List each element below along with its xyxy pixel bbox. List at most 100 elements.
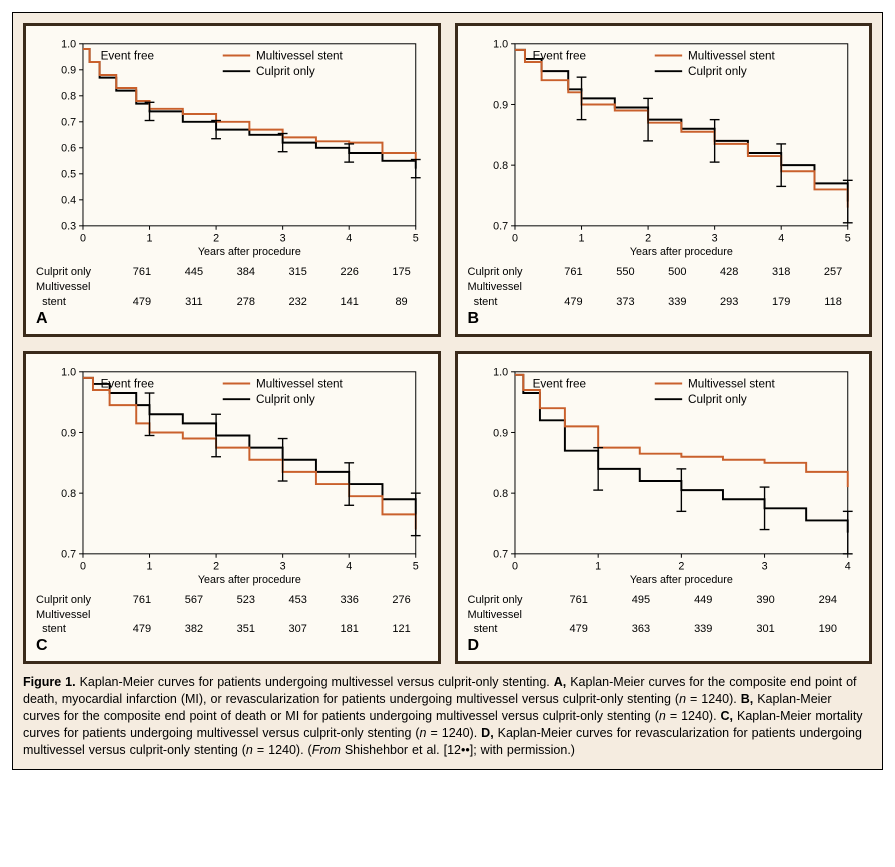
- xtick-label: 4: [778, 232, 784, 244]
- panel-grid: 0.30.40.50.60.70.80.91.0012345Years afte…: [23, 23, 872, 664]
- risk-cell: 373: [599, 295, 651, 310]
- risk-cell-empty: [220, 280, 272, 295]
- risk-row-multi-1: Multivessel: [468, 608, 860, 623]
- ytick-label: 1.0: [61, 39, 76, 51]
- risk-cell-empty: [548, 608, 610, 623]
- risk-cell: 141: [324, 295, 376, 310]
- ytick-label: 0.9: [61, 427, 76, 439]
- event-free-label: Event free: [101, 49, 155, 62]
- ytick-label: 0.8: [493, 488, 508, 500]
- panel-letter-A: A: [36, 310, 48, 328]
- risk-cell: 479: [116, 295, 168, 310]
- risk-cell: 453: [272, 593, 324, 608]
- risk-cell: 495: [610, 593, 672, 608]
- risk-cell-empty: [610, 608, 672, 623]
- risk-cell: 449: [672, 593, 734, 608]
- risk-cell-empty: [376, 608, 428, 623]
- risk-cell: 761: [116, 265, 168, 280]
- risk-row-multi-1: Multivessel: [36, 608, 428, 623]
- ytick-label: 0.7: [61, 548, 76, 560]
- risk-cell: 336: [324, 593, 376, 608]
- km-plot-D: 0.70.80.91.001234Years after procedureEv…: [468, 362, 860, 587]
- panel-letter-B: B: [468, 310, 480, 328]
- risk-label-multi-1: Multivessel: [36, 608, 116, 623]
- risk-cell: 761: [548, 265, 600, 280]
- risk-cell: 550: [599, 265, 651, 280]
- risk-cell: 121: [376, 622, 428, 637]
- risk-cell: 339: [672, 622, 734, 637]
- xtick-label: 5: [844, 232, 850, 244]
- risk-cell: 318: [755, 265, 807, 280]
- risk-cell-empty: [116, 280, 168, 295]
- risk-cell: 232: [272, 295, 324, 310]
- risk-label-culprit: Culprit only: [468, 593, 548, 608]
- risk-cell-empty: [755, 280, 807, 295]
- ytick-label: 0.9: [493, 427, 508, 439]
- risk-row-culprit: Culprit only761495449390294: [468, 593, 860, 608]
- risk-cell-empty: [734, 608, 796, 623]
- risk-row-multi-2: stent479363339301190: [468, 622, 860, 637]
- risk-cell: 567: [168, 593, 220, 608]
- risk-cell-empty: [797, 608, 859, 623]
- risk-cell: 339: [651, 295, 703, 310]
- risk-cell-empty: [672, 608, 734, 623]
- xtick-label: 1: [595, 560, 601, 572]
- risk-cell: 384: [220, 265, 272, 280]
- risk-cell: 257: [807, 265, 859, 280]
- legend-label-multi: Multivessel stent: [256, 49, 343, 62]
- km-plot-C: 0.70.80.91.0012345Years after procedureE…: [36, 362, 428, 587]
- xtick-label: 2: [645, 232, 651, 244]
- ytick-label: 0.4: [61, 195, 76, 207]
- risk-cell: 479: [548, 295, 600, 310]
- panel-letter-D: D: [468, 637, 480, 655]
- risk-cell: 278: [220, 295, 272, 310]
- ytick-label: 0.8: [61, 488, 76, 500]
- risk-cell: 293: [703, 295, 755, 310]
- risk-cell: 89: [376, 295, 428, 310]
- risk-cell: 190: [797, 622, 859, 637]
- risk-row-multi-1: Multivessel: [36, 280, 428, 295]
- xtick-label: 1: [578, 232, 584, 244]
- x-axis-label: Years after procedure: [198, 574, 301, 586]
- x-axis-label: Years after procedure: [629, 246, 732, 258]
- risk-cell-empty: [703, 280, 755, 295]
- xtick-label: 5: [413, 560, 419, 572]
- risk-label-multi-2: stent: [36, 295, 116, 310]
- risk-cell: 382: [168, 622, 220, 637]
- ytick-label: 0.9: [61, 65, 76, 77]
- risk-cell-empty: [324, 608, 376, 623]
- risk-cell: 311: [168, 295, 220, 310]
- xtick-label: 0: [511, 560, 517, 572]
- legend-label-multi: Multivessel stent: [688, 49, 775, 62]
- risk-cell-empty: [168, 280, 220, 295]
- xtick-label: 2: [213, 232, 219, 244]
- risk-label-multi-1: Multivessel: [468, 280, 548, 295]
- risk-row-culprit: Culprit only761567523453336276: [36, 593, 428, 608]
- risk-cell-empty: [376, 280, 428, 295]
- risk-cell: 428: [703, 265, 755, 280]
- risk-cell: 175: [376, 265, 428, 280]
- risk-cell-empty: [168, 608, 220, 623]
- risk-cell: 761: [548, 593, 610, 608]
- xtick-label: 4: [346, 232, 352, 244]
- ytick-label: 0.9: [493, 99, 508, 111]
- xtick-label: 1: [147, 232, 153, 244]
- risk-cell: 181: [324, 622, 376, 637]
- xtick-label: 0: [80, 232, 86, 244]
- risk-label-multi-1: Multivessel: [468, 608, 548, 623]
- risk-cell-empty: [220, 608, 272, 623]
- xtick-label: 4: [844, 560, 850, 572]
- panel-B: 0.70.80.91.0012345Years after procedureE…: [455, 23, 873, 337]
- legend-label-culprit: Culprit only: [688, 393, 747, 406]
- risk-cell-empty: [548, 280, 600, 295]
- risk-label-multi-1: Multivessel: [36, 280, 116, 295]
- risk-cell: 390: [734, 593, 796, 608]
- risk-cell: 118: [807, 295, 859, 310]
- ytick-label: 0.3: [61, 221, 76, 233]
- risk-cell: 315: [272, 265, 324, 280]
- xtick-label: 0: [511, 232, 517, 244]
- risk-cell: 307: [272, 622, 324, 637]
- risk-cell-empty: [599, 280, 651, 295]
- risk-cell: 479: [116, 622, 168, 637]
- event-free-label: Event free: [532, 49, 586, 62]
